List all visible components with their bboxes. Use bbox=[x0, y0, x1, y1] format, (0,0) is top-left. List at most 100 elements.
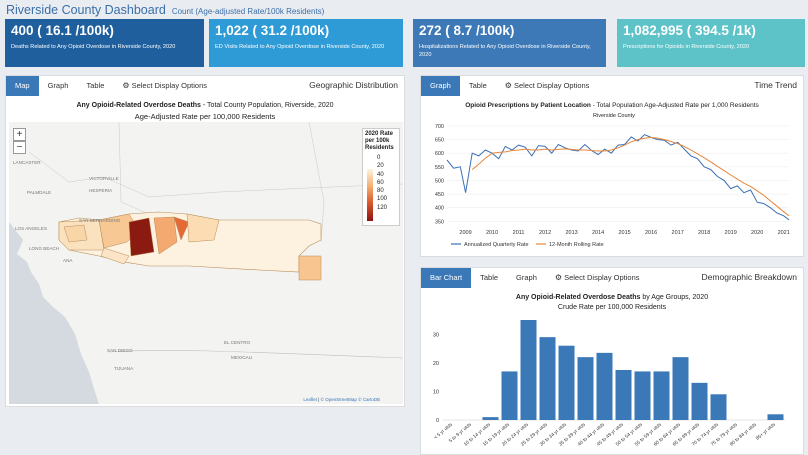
card-value: 272 ( 8.7 /100k) bbox=[419, 23, 515, 38]
place-label: SAN BERNARDINO bbox=[79, 218, 121, 223]
tab-display-options[interactable]: ⚙ Select Display Options bbox=[546, 268, 649, 288]
trend-chart: 350 400 450 500 550 600 650 700 2009 2010 2011 2012… bbox=[435, 124, 790, 248]
card-label: Deaths Related to Any Opioid Overdose in… bbox=[11, 44, 176, 50]
tab-display-options[interactable]: ⚙ Select Display Options bbox=[496, 76, 599, 96]
y-tick-label: 450 bbox=[435, 192, 444, 198]
map-region[interactable] bbox=[63, 224, 88, 243]
zoom-out-button[interactable]: − bbox=[13, 141, 26, 154]
bar bbox=[634, 371, 651, 420]
x-tick-label: 2011 bbox=[513, 230, 525, 236]
tab-table[interactable]: Table bbox=[480, 273, 499, 282]
bar bbox=[539, 337, 556, 420]
legend-value: 60 bbox=[377, 179, 384, 186]
display-options-label: Select Display Options bbox=[564, 273, 640, 282]
legend-label: Annualized Quarterly Rate bbox=[464, 242, 529, 248]
tab-display-options[interactable]: ⚙ Select Display Options bbox=[113, 76, 216, 96]
map-chart-title-rest: - Total County Population, Riverside, 20… bbox=[200, 102, 334, 109]
map-region[interactable] bbox=[173, 216, 190, 241]
place-label: MEXICALI bbox=[231, 355, 252, 360]
osm-link[interactable]: © OpenStreetMap © CartoDB bbox=[320, 397, 380, 402]
tab-table[interactable]: Table bbox=[86, 81, 105, 90]
map-region[interactable] bbox=[100, 247, 130, 265]
legend-value: 40 bbox=[377, 171, 384, 178]
map-region[interactable] bbox=[153, 216, 178, 255]
road bbox=[308, 122, 325, 243]
bar bbox=[653, 371, 670, 420]
map-region-high[interactable] bbox=[128, 217, 155, 257]
y-tick-label: 550 bbox=[435, 165, 444, 171]
y-tick-label: 700 bbox=[435, 124, 444, 130]
display-options-label: Select Display Options bbox=[131, 81, 208, 90]
y-tick-label: 30 bbox=[433, 332, 439, 338]
panel-title: Geographic Distribution bbox=[309, 80, 398, 90]
tab-bar-chart[interactable]: Bar Chart bbox=[421, 268, 472, 288]
card-ed-visits: 1,022 ( 31.2 /100k) ED Visits Related to… bbox=[209, 19, 403, 67]
card-label: Prescriptions for Opioids in Riverside C… bbox=[623, 44, 750, 50]
card-value: 1,082,995 ( 394.5 /1k) bbox=[623, 23, 756, 38]
bar bbox=[672, 357, 689, 420]
demo-chart-title-rest: by Age Groups, 2020 bbox=[640, 294, 709, 301]
series-line bbox=[446, 134, 790, 221]
map-panel-tabs: Map Graph Table ⚙ Select Display Options bbox=[6, 76, 216, 96]
trend-chart-title-bold: Opioid Prescriptions by Patient Location bbox=[465, 102, 591, 109]
place-label: EL CENTRO bbox=[224, 340, 251, 345]
y-tick-label: 500 bbox=[435, 178, 444, 184]
map-chart-subtitle: Age-Adjusted Rate per 100,000 Residents bbox=[134, 112, 276, 121]
place-labels: LANCASTER VICTORVILLE PALMDALE HESPERIA … bbox=[13, 160, 252, 371]
map-panel: Map Graph Table ⚙ Select Display Options … bbox=[5, 75, 405, 407]
map-region-blythe[interactable] bbox=[298, 255, 322, 281]
region-label: Riverside County bbox=[593, 113, 635, 119]
legend-color-bar bbox=[367, 169, 373, 221]
dashboard-subtitle: Count (Age-adjusted Rate/100k Residents) bbox=[171, 7, 325, 16]
trend-panel: Graph Table ⚙ Select Display Options Time… bbox=[420, 75, 804, 257]
gear-icon: ⚙ bbox=[554, 273, 563, 282]
bar bbox=[691, 382, 708, 420]
series-line bbox=[471, 136, 790, 217]
zoom-in-button[interactable]: + bbox=[13, 128, 26, 141]
ocean bbox=[9, 252, 99, 404]
demo-chart-title-bold: Any Opioid-Related Overdose Deaths bbox=[515, 294, 641, 301]
map-region[interactable] bbox=[186, 213, 220, 243]
trend-chart-title: Opioid Prescriptions by Patient Location… bbox=[421, 101, 803, 111]
bar bbox=[596, 352, 613, 420]
y-tick-label: 350 bbox=[435, 219, 444, 225]
gear-icon: ⚙ bbox=[122, 81, 130, 90]
place-label: PALMDALE bbox=[27, 190, 51, 195]
card-value: 1,022 ( 31.2 /100k) bbox=[215, 23, 330, 38]
x-tick-label: 85+ yr olds bbox=[755, 422, 777, 442]
gear-icon: ⚙ bbox=[504, 81, 512, 90]
demo-panel-tabs: Bar Chart Table Graph ⚙ Select Display Op… bbox=[421, 268, 649, 288]
legend-value: 120 bbox=[377, 204, 388, 211]
border-line bbox=[108, 350, 403, 359]
tab-graph[interactable]: Graph bbox=[47, 81, 69, 90]
dashboard-title: Riverside County Dashboard bbox=[6, 3, 166, 17]
panel-title: Demographic Breakdown bbox=[701, 272, 797, 282]
map-canvas[interactable]: LANCASTER VICTORVILLE PALMDALE HESPERIA … bbox=[9, 122, 403, 404]
x-tick-label: 2009 bbox=[459, 230, 471, 236]
card-prescriptions: 1,082,995 ( 394.5 /1k) Prescriptions for… bbox=[617, 19, 805, 67]
map-attribution: Leaflet | © OpenStreetMap © CartoDB bbox=[303, 397, 380, 402]
bar bbox=[558, 345, 575, 420]
y-tick-label: 10 bbox=[433, 389, 439, 395]
bar bbox=[577, 357, 594, 420]
demographic-panel: Bar Chart Table Graph ⚙ Select Display Op… bbox=[420, 267, 804, 455]
bar bbox=[710, 394, 727, 420]
bar bbox=[520, 320, 537, 420]
tab-map[interactable]: Map bbox=[6, 76, 39, 96]
display-options-label: Select Display Options bbox=[513, 81, 590, 90]
card-label: ED Visits Related to Any Opioid Overdose… bbox=[215, 44, 385, 50]
place-label: HESPERIA bbox=[89, 188, 113, 193]
place-label: LOS ANGELES bbox=[15, 226, 47, 231]
leaflet-link[interactable]: Leaflet bbox=[303, 397, 317, 402]
tab-table[interactable]: Table bbox=[468, 81, 487, 90]
legend-title: 2020 Rate per 100k Residents bbox=[365, 131, 394, 151]
tab-graph[interactable]: Graph bbox=[421, 76, 460, 96]
x-tick-label: 2012 bbox=[539, 230, 551, 236]
place-label: VICTORVILLE bbox=[89, 176, 119, 181]
y-tick-label: 600 bbox=[435, 151, 444, 157]
card-hospitalizations: 272 ( 8.7 /100k) Hospitalizations Relate… bbox=[413, 19, 606, 67]
tab-graph[interactable]: Graph bbox=[516, 273, 537, 282]
legend-value: 80 bbox=[377, 188, 384, 195]
x-tick-label: 2016 bbox=[645, 230, 657, 236]
